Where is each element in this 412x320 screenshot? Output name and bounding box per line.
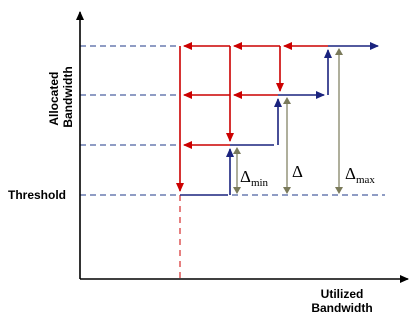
x-axis-label-line2: Bandwidth [311, 301, 372, 315]
y-axis-label-line1: Allocated [47, 72, 61, 126]
y-axis-label: Allocated Bandwidth [47, 66, 75, 127]
x-axis-label-line1: Utilized [321, 287, 364, 301]
axes [76, 11, 409, 283]
delta-min-subscript: min [251, 177, 269, 189]
delta-label: Δ [292, 162, 303, 181]
delta-max-symbol: Δ [345, 164, 356, 183]
decrease-path [176, 42, 328, 192]
threshold-label: Threshold [8, 188, 66, 202]
delta-max-subscript: max [356, 174, 375, 186]
delta-min-label: Δmin [240, 167, 269, 189]
delta-min-symbol: Δ [240, 167, 251, 186]
y-axis-label-line2: Bandwidth [61, 66, 75, 127]
delta-arrows [233, 48, 343, 194]
dashed-guides [80, 45, 385, 196]
delta-max-label: Δmax [345, 164, 375, 186]
increase-path [180, 42, 379, 196]
